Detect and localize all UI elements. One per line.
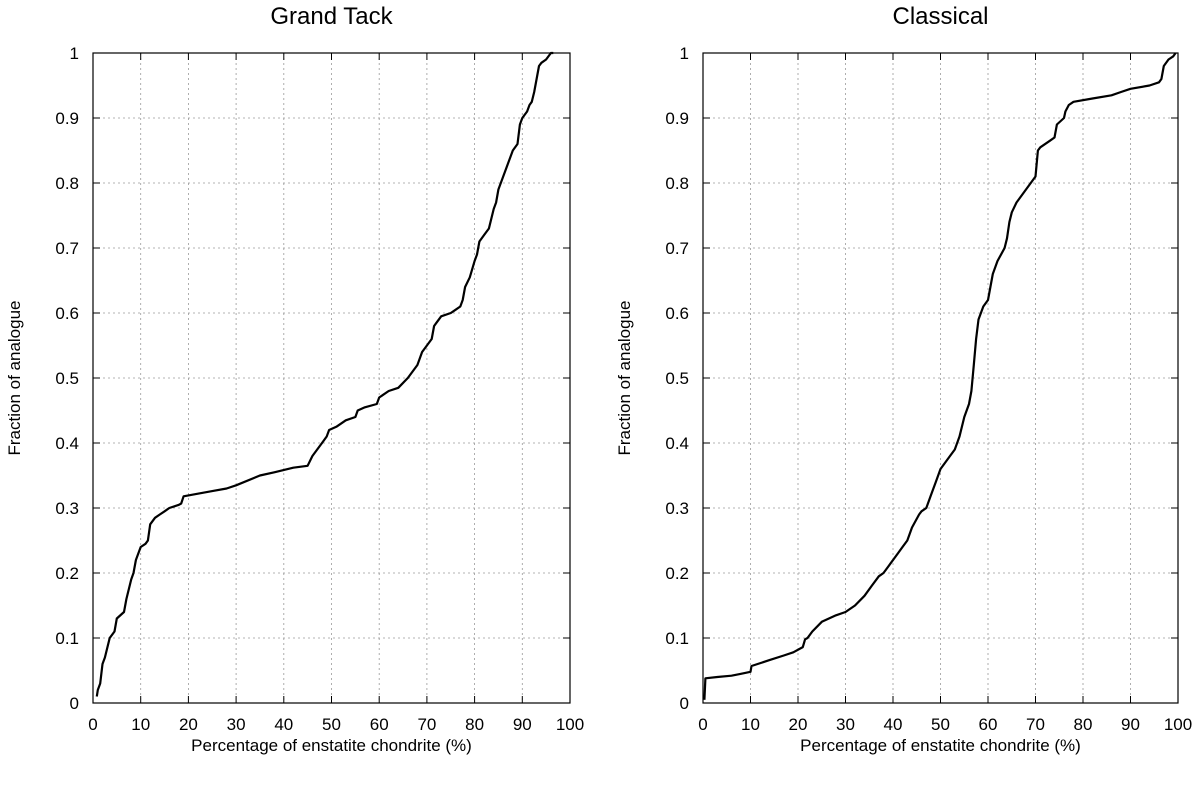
x-tick-label: 60 <box>370 715 389 734</box>
plot-frame <box>92 52 571 704</box>
x-tick-label: 80 <box>465 715 484 734</box>
x-tick-label: 80 <box>1074 715 1093 734</box>
x-tick-label: 90 <box>1121 715 1140 734</box>
y-tick-label: 0.8 <box>55 174 79 193</box>
series-line-1 <box>703 52 1177 700</box>
y-tick-label: 0.7 <box>665 239 689 258</box>
chart-title: Grand Tack <box>270 3 393 30</box>
chart-panel-1: 0 10 20 30 40 50 60 70 80 90 100 0 0.1 0.2 0.3 0.4 0.5 0.… <box>5 3 584 755</box>
x-tick-label: 20 <box>789 715 808 734</box>
x-tick-label: 40 <box>884 715 903 734</box>
y-tick-label: 0.2 <box>665 564 689 583</box>
y-tick-label: 1 <box>70 44 79 63</box>
chart-panel-2: 0 10 20 30 40 50 60 70 80 90 100 0 0.1 0.2 0.3 0.4 0.5 0.… <box>615 3 1192 755</box>
y-axis-label: Fraction of analogue <box>5 301 24 456</box>
y-tick-label: 0.3 <box>665 499 689 518</box>
x-tick-label: 10 <box>131 715 150 734</box>
y-tick-label: 0.3 <box>55 499 79 518</box>
x-tick-label: 60 <box>979 715 998 734</box>
y-tick-label: 0.4 <box>55 434 79 453</box>
y-tick-label: 1 <box>680 44 689 63</box>
y-axis-label: Fraction of analogue <box>615 301 634 456</box>
y-tick-label: 0.7 <box>55 239 79 258</box>
y-tick-label: 0.5 <box>665 369 689 388</box>
x-tick-label: 20 <box>179 715 198 734</box>
y-tick-label: 0.2 <box>55 564 79 583</box>
y-tick-label: 0 <box>70 694 79 713</box>
y-tick-label: 0.6 <box>55 304 79 323</box>
x-axis-label: Percentage of enstatite chondrite (%) <box>800 736 1081 755</box>
x-axis-label: Percentage of enstatite chondrite (%) <box>191 736 472 755</box>
y-tick-label: 0.4 <box>665 434 689 453</box>
x-tick-label: 0 <box>698 715 707 734</box>
y-tick-label: 0.1 <box>665 629 689 648</box>
y-tick-label: 0.8 <box>665 174 689 193</box>
x-tick-label: 0 <box>88 715 97 734</box>
series-line-1 <box>95 51 554 697</box>
y-tick-label: 0.5 <box>55 369 79 388</box>
y-tick-label: 0.1 <box>55 629 79 648</box>
y-tick-label: 0.9 <box>665 109 689 128</box>
x-tick-label: 90 <box>513 715 532 734</box>
y-tick-label: 0 <box>680 694 689 713</box>
x-tick-label: 70 <box>1026 715 1045 734</box>
y-tick-label: 0.6 <box>665 304 689 323</box>
y-tick-label: 0.9 <box>55 109 79 128</box>
x-tick-label: 50 <box>322 715 341 734</box>
x-tick-label: 10 <box>741 715 760 734</box>
chart-title: Classical <box>892 3 988 30</box>
x-tick-label: 30 <box>227 715 246 734</box>
plot-frame <box>702 52 1179 704</box>
x-tick-label: 30 <box>836 715 855 734</box>
x-tick-label: 100 <box>1164 715 1192 734</box>
x-tick-label: 70 <box>417 715 436 734</box>
x-tick-label: 50 <box>931 715 950 734</box>
x-tick-label: 100 <box>556 715 584 734</box>
x-tick-label: 40 <box>274 715 293 734</box>
